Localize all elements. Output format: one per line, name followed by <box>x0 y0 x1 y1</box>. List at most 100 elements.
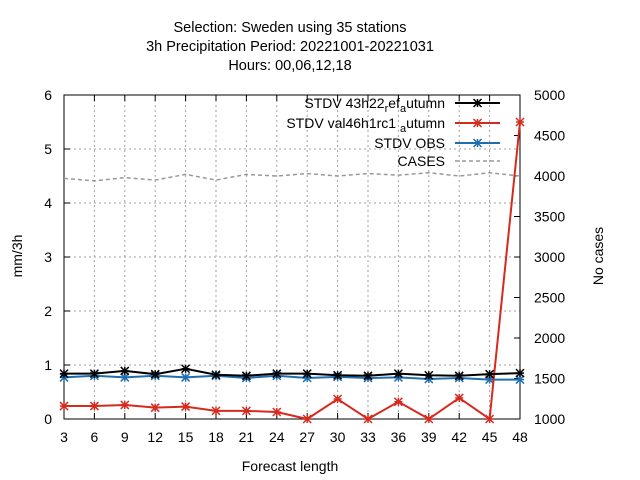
legend-label: CASES <box>398 153 445 169</box>
data-point <box>150 369 160 379</box>
x-tick-label: 15 <box>178 429 194 445</box>
data-point <box>333 370 343 380</box>
data-point <box>120 400 130 410</box>
legend-label-part: CASES <box>398 153 445 169</box>
marker-stroke <box>424 414 434 424</box>
legend-marker <box>472 118 483 128</box>
marker-stroke <box>120 372 130 382</box>
marker-stroke <box>485 414 495 424</box>
grid <box>64 95 520 419</box>
y2-tick-label: 3000 <box>534 249 565 265</box>
marker-stroke <box>302 414 312 424</box>
data-point <box>454 371 464 381</box>
legend-entry-0: STDV 43h22refautumn <box>304 95 500 115</box>
x-tick-label: 24 <box>269 429 285 445</box>
legend-label-part: STDV val46h1rc1 <box>286 115 400 131</box>
tick-labels: 3 6 9 12 15 18 21 24 27 30 33 36 39 42 45 4801234561000… <box>44 87 565 445</box>
data-point <box>424 414 434 424</box>
data-point <box>120 372 130 382</box>
y-tick-label: 0 <box>44 411 52 427</box>
marker-stroke <box>120 400 130 410</box>
chart-title-line-3: Hours: 00,06,12,18 <box>228 58 351 74</box>
y-tick-label: 2 <box>44 303 52 319</box>
y2-tick-label: 1000 <box>534 411 565 427</box>
x-tick-label: 39 <box>421 429 437 445</box>
x-tick-label: 3 <box>60 429 68 445</box>
data-point <box>120 366 130 376</box>
x-tick-label: 12 <box>147 429 163 445</box>
legend-entry-1: STDV val46h1rc1 autumn <box>286 115 500 135</box>
x-tick-label: 18 <box>208 429 224 445</box>
chart-title: Selection: Sweden using 35 stations 3h P… <box>146 20 434 74</box>
data-point <box>363 414 373 424</box>
legend-marker <box>472 138 483 148</box>
marker-stroke <box>272 407 282 417</box>
marker-stroke <box>515 375 525 385</box>
data-point <box>181 402 191 412</box>
series-line <box>64 121 521 421</box>
legend-entry-2: STDV OBS <box>374 135 500 151</box>
y-tick-label: 1 <box>44 357 52 373</box>
legend-label: STDV OBS <box>374 135 445 151</box>
legend-label-part: utumn <box>406 95 445 111</box>
data-point <box>363 371 373 381</box>
x-tick-label: 9 <box>121 429 129 445</box>
data-point <box>272 369 282 379</box>
x-tick-label: 45 <box>482 429 498 445</box>
legend-label-part: utumn <box>406 115 445 131</box>
data-point <box>302 414 312 424</box>
marker-stroke <box>89 369 99 379</box>
y-tick-label: 4 <box>44 195 52 211</box>
marker-stroke <box>454 393 464 403</box>
y-tick-label: 3 <box>44 249 52 265</box>
marker-stroke <box>89 401 99 411</box>
legend-label: STDV val46h1rc1 autumn <box>286 115 445 135</box>
data-point <box>302 369 312 379</box>
marker-stroke <box>59 401 69 411</box>
y2-axis-label: No cases <box>590 227 606 285</box>
marker-stroke <box>472 98 483 108</box>
marker-stroke <box>181 364 191 374</box>
marker-stroke <box>150 369 160 379</box>
marker-stroke <box>181 372 191 382</box>
y2-tick-label: 2500 <box>534 290 565 306</box>
series-3 <box>63 172 521 182</box>
data-point <box>333 394 343 404</box>
chart-title-line-2: 3h Precipitation Period: 20221001-202210… <box>146 39 434 55</box>
chart-title-line-1: Selection: Sweden using 35 stations <box>174 20 407 36</box>
legend-label-part: a <box>400 103 407 115</box>
x-tick-label: 48 <box>512 429 528 445</box>
marker-stroke <box>393 369 403 379</box>
marker-stroke <box>241 371 251 381</box>
x-tick-label: 42 <box>451 429 467 445</box>
plot-border <box>63 94 521 420</box>
marker-stroke <box>333 394 343 404</box>
marker-stroke <box>241 406 251 416</box>
legend-label-part: a <box>400 123 407 135</box>
marker-stroke <box>472 138 483 148</box>
data-point <box>89 401 99 411</box>
data-point <box>241 371 251 381</box>
series-line <box>64 367 521 377</box>
marker-stroke <box>181 402 191 412</box>
data-point <box>515 117 525 127</box>
data-point <box>59 401 69 411</box>
data-point <box>485 369 495 379</box>
marker-stroke <box>272 369 282 379</box>
data-point <box>515 368 525 378</box>
marker-stroke <box>211 370 221 380</box>
marker-stroke <box>333 370 343 380</box>
y2-tick-label: 5000 <box>534 87 565 103</box>
y-tick-label: 5 <box>44 141 52 157</box>
marker-stroke <box>302 369 312 379</box>
marker-stroke <box>363 371 373 381</box>
marker-stroke <box>150 403 160 413</box>
x-tick-label: 36 <box>391 429 407 445</box>
data-point <box>181 372 191 382</box>
data-point <box>515 375 525 385</box>
legend-marker <box>472 98 483 108</box>
data-point <box>393 397 403 407</box>
y2-tick-label: 2000 <box>534 330 565 346</box>
